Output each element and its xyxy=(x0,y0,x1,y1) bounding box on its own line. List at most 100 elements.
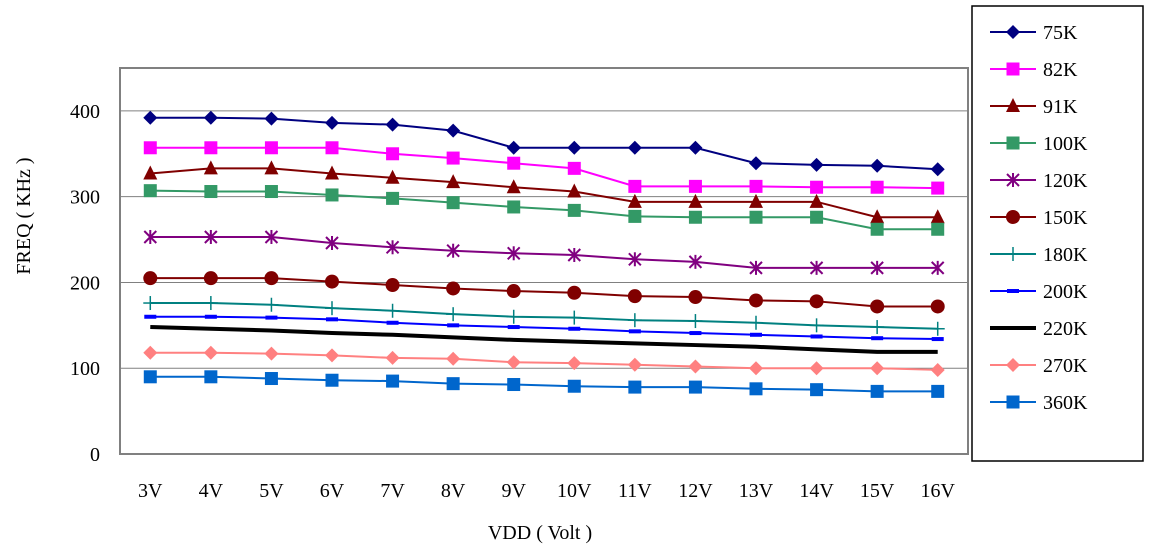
series-line xyxy=(150,351,938,371)
data-point-marker xyxy=(143,184,157,198)
data-point-marker xyxy=(688,290,703,305)
data-point-marker xyxy=(325,115,339,130)
series-line xyxy=(150,277,938,308)
data-point-marker xyxy=(809,193,824,208)
legend-item: 180K xyxy=(990,244,1088,266)
series-lines xyxy=(143,110,945,398)
data-point-marker xyxy=(446,174,461,189)
data-point-marker xyxy=(568,326,581,331)
legend-item: 360K xyxy=(990,392,1088,414)
data-point-marker xyxy=(386,374,400,388)
data-point-marker xyxy=(627,357,642,372)
x-tick-label: 15V xyxy=(860,480,895,502)
data-point-marker xyxy=(446,243,460,258)
y-tick-labels: 0 100 200 300 400 xyxy=(70,101,100,466)
legend-item: 82K xyxy=(990,59,1078,81)
data-point-marker xyxy=(506,284,521,299)
legend-label: 220K xyxy=(1043,318,1088,340)
data-point-marker xyxy=(446,307,461,322)
legend-label: 120K xyxy=(1043,170,1088,192)
data-point-marker xyxy=(507,325,520,330)
data-point-marker xyxy=(204,370,218,384)
data-point-marker xyxy=(628,380,642,394)
data-point-marker xyxy=(446,281,461,296)
series-200K xyxy=(144,314,944,342)
plot-area xyxy=(119,67,969,455)
data-point-marker xyxy=(446,351,461,366)
series-line xyxy=(150,189,938,231)
data-point-marker xyxy=(870,180,884,194)
series-line xyxy=(150,315,938,341)
series-91K xyxy=(143,160,945,224)
data-point-marker xyxy=(749,382,763,396)
data-point-marker xyxy=(446,123,461,138)
data-point-marker xyxy=(143,370,157,384)
data-point-marker xyxy=(931,181,945,195)
data-point-marker xyxy=(325,274,339,289)
legend-item: 220K xyxy=(990,318,1088,340)
data-point-marker xyxy=(1007,289,1019,293)
data-point-marker xyxy=(386,320,399,325)
data-point-marker xyxy=(143,110,158,125)
data-point-marker xyxy=(870,299,885,314)
legend-label: 75K xyxy=(1043,22,1078,44)
data-point-marker xyxy=(506,309,521,324)
data-point-marker xyxy=(507,378,521,392)
data-point-marker xyxy=(325,188,339,202)
data-point-marker xyxy=(385,169,400,184)
x-tick-label: 11V xyxy=(618,480,652,502)
data-point-marker xyxy=(447,323,460,328)
data-point-marker xyxy=(386,191,400,205)
data-point-marker xyxy=(264,372,278,386)
data-point-marker xyxy=(809,294,824,309)
data-point-marker xyxy=(385,117,400,132)
data-point-marker xyxy=(567,203,581,217)
data-point-marker xyxy=(506,355,521,370)
data-point-marker xyxy=(567,356,582,371)
data-point-marker xyxy=(930,321,945,336)
data-point-marker xyxy=(143,345,158,360)
series-100K xyxy=(143,184,945,236)
data-point-marker xyxy=(325,165,339,180)
data-point-marker xyxy=(810,210,824,224)
data-point-marker xyxy=(931,384,945,398)
series-82K xyxy=(143,141,945,195)
data-point-marker xyxy=(1006,98,1020,112)
data-point-marker xyxy=(567,379,581,393)
data-point-marker xyxy=(1006,25,1020,39)
data-point-marker xyxy=(749,260,763,275)
data-point-marker xyxy=(204,141,218,155)
data-point-marker xyxy=(628,329,641,334)
data-point-marker xyxy=(749,193,763,208)
data-point-marker xyxy=(627,193,642,208)
series-line xyxy=(150,302,938,330)
data-point-marker xyxy=(143,165,158,180)
series-180K xyxy=(143,296,945,336)
data-point-marker xyxy=(870,158,885,173)
series-line xyxy=(150,375,938,393)
data-point-marker xyxy=(931,337,944,342)
data-point-marker xyxy=(143,229,157,244)
data-point-marker xyxy=(931,222,945,236)
data-point-marker xyxy=(809,157,824,172)
x-tick-label: 4V xyxy=(199,480,224,502)
x-tick-label: 9V xyxy=(501,480,526,502)
x-tick-label: 6V xyxy=(320,480,345,502)
y-tick-label: 0 xyxy=(90,444,100,466)
data-point-marker xyxy=(688,254,703,269)
data-point-marker xyxy=(325,141,339,155)
data-point-marker xyxy=(265,315,278,320)
data-point-marker xyxy=(325,235,339,250)
data-point-marker xyxy=(688,359,703,374)
data-point-marker xyxy=(688,179,702,193)
data-point-marker xyxy=(749,179,763,193)
data-point-marker xyxy=(325,301,339,316)
legend-label: 180K xyxy=(1043,244,1088,266)
data-point-marker xyxy=(870,260,884,275)
x-tick-label: 10V xyxy=(557,480,592,502)
data-point-marker xyxy=(264,297,279,312)
data-point-marker xyxy=(567,183,582,198)
data-point-marker xyxy=(870,222,884,236)
data-point-marker xyxy=(810,383,824,397)
